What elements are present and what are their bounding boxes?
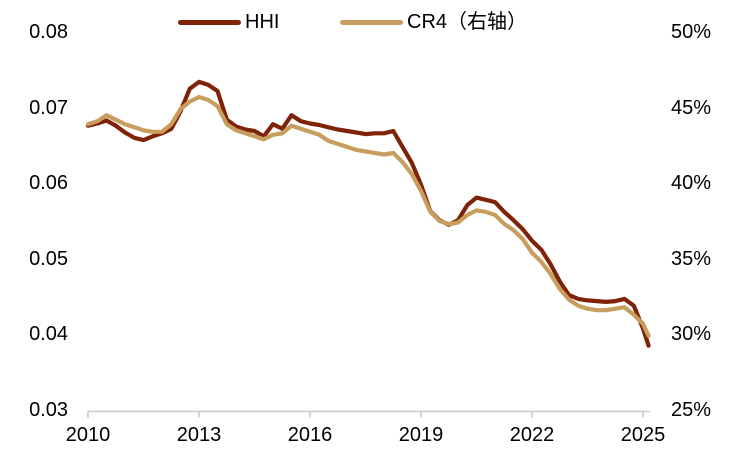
hhi-line-icon [178, 19, 241, 25]
legend-label-hhi: HHI [245, 11, 280, 33]
right-axis-tick: 45% [671, 97, 712, 119]
left-axis-tick: 0.05 [29, 248, 68, 270]
right-axis-tick: 50% [671, 21, 712, 43]
right-axis-tick: 25% [671, 399, 712, 421]
cr4-line-icon [340, 19, 403, 25]
x-axis-tick: 2025 [620, 424, 666, 446]
left-axis-tick: 0.06 [29, 172, 68, 194]
left-axis-tick: 0.07 [29, 97, 68, 119]
left-axis-tick: 0.08 [29, 21, 68, 43]
x-axis-tick: 2019 [398, 424, 444, 446]
left-axis-tick: 0.03 [29, 399, 68, 421]
legend-label-cr4: CR4（右轴） [407, 11, 528, 33]
left-axis-tick: 0.04 [29, 323, 68, 345]
x-axis-tick: 2013 [176, 424, 222, 446]
right-axis-tick: 30% [671, 323, 712, 345]
series-line-cr4 [85, 94, 651, 338]
right-axis-tick: 35% [671, 248, 712, 270]
x-axis-tick: 2022 [509, 424, 555, 446]
x-axis-tick: 2016 [287, 424, 333, 446]
x-axis-tick: 2010 [65, 424, 111, 446]
legend-item-hhi: HHI [178, 9, 279, 35]
right-axis-tick: 40% [671, 172, 712, 194]
legend-item-cr4: CR4（右轴） [340, 9, 527, 35]
